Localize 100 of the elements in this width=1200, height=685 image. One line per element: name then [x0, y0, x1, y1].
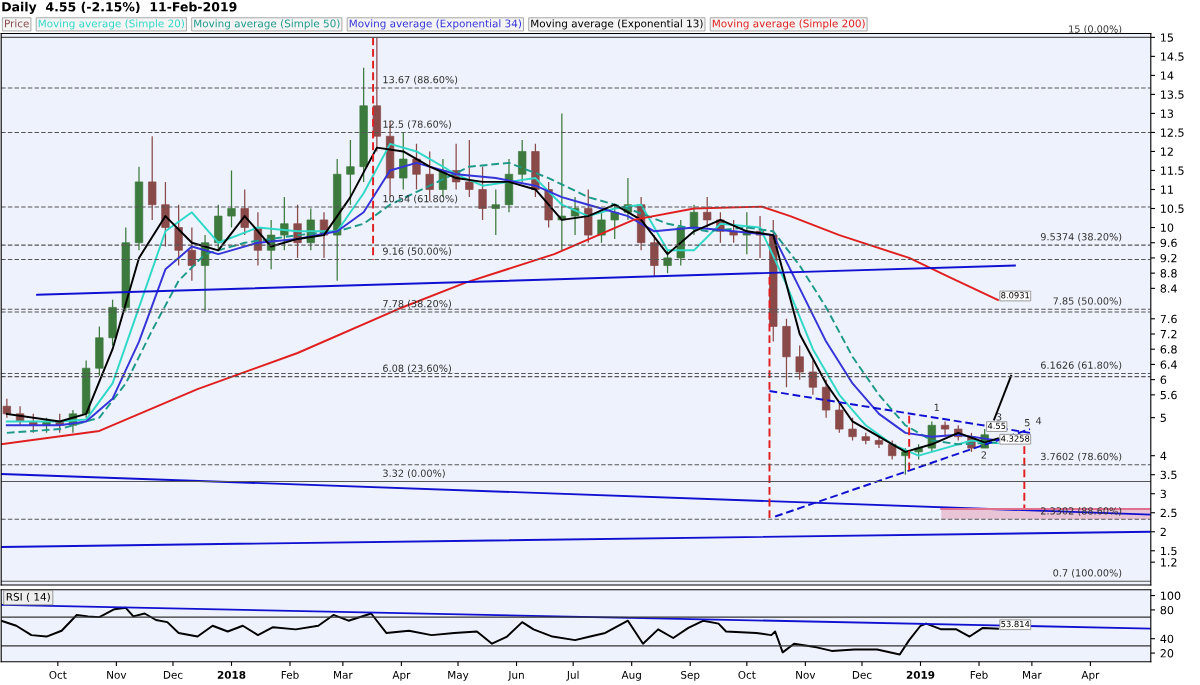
y-tick-label: 8.4: [1160, 284, 1177, 293]
candlestick: [95, 325, 104, 377]
y-tick-label: 7.6: [1160, 314, 1177, 324]
candlestick: [597, 211, 606, 244]
annotation: 2: [981, 451, 987, 459]
y-tick-label: 20: [1160, 649, 1174, 658]
candlestick: [148, 135, 157, 221]
x-tick-label: 2018: [217, 670, 246, 679]
y-tick-label: 6.8: [1160, 345, 1177, 354]
x-tick-label: Dec: [852, 671, 872, 679]
ref-line-label: 3.7602 (78.60%): [1041, 452, 1122, 462]
y-tick-label: 100: [1161, 591, 1181, 600]
ref-line-label: 6.1626 (61.80%): [1040, 361, 1122, 370]
text: Moving average (Simple 50): [194, 19, 340, 30]
text: Price: [5, 19, 29, 28]
x-tick-label: Mar: [1023, 671, 1042, 679]
annotation: 1: [934, 403, 939, 411]
y-tick-label: 4: [1160, 451, 1167, 460]
y-tick-label: 14: [1161, 71, 1174, 80]
y-tick-label: 2.5: [1160, 508, 1177, 518]
candlestick: [795, 344, 804, 381]
x-tick-label: Aug: [621, 671, 641, 681]
candlestick: [399, 131, 408, 191]
y-tick-label: 3: [1160, 489, 1167, 499]
x-tick-label: Nov: [796, 671, 816, 679]
candlestick: [650, 234, 659, 278]
y-tick-label: 6.4: [1160, 360, 1177, 369]
y-tick-label: 5.6: [1160, 390, 1177, 400]
y-tick-label: 2: [1160, 527, 1166, 536]
y-tick-label: 9.2: [1160, 253, 1177, 263]
y-tick-label: 10.5: [1161, 204, 1184, 213]
y-tick-label: 9.6: [1160, 238, 1177, 248]
annotation: 13.67 (88.60%): [383, 75, 458, 85]
y-tick-label: 1.2: [1161, 558, 1177, 567]
annotation: 10.54 (61.80%): [383, 194, 458, 204]
candlestick: [663, 249, 672, 274]
text: Moving average (Simple 20): [38, 19, 184, 30]
y-tick-label: 15: [1161, 33, 1173, 42]
data-label: 8.0931: [1001, 292, 1030, 299]
y-tick-label: 3.5: [1160, 470, 1177, 480]
ref-line-label: 7.85 (50.00%): [1053, 297, 1122, 306]
candlestick: [703, 196, 712, 229]
candlestick: [848, 417, 857, 442]
y-tick-label: 1.5: [1161, 546, 1177, 556]
x-tick-label: Apr: [1081, 671, 1100, 681]
y-tick-label: 6: [1160, 375, 1167, 385]
y-tick-label: 14.5: [1161, 52, 1184, 61]
annotation: 7.78 (38.20%): [383, 299, 451, 309]
ref-line-label: 9.5374 (38.20%): [1040, 232, 1122, 242]
annotation: 6.08 (23.60%): [383, 364, 451, 374]
x-tick-label: Feb: [281, 670, 299, 679]
text: 4.55: [987, 422, 1006, 429]
annotation: 9.16 (50.00%): [383, 247, 451, 256]
annotation: 4: [1036, 417, 1042, 425]
text: Moving average (Exponential 13): [531, 19, 703, 30]
x-tick-label: Apr: [392, 671, 411, 681]
y-tick-label: 12: [1161, 147, 1173, 156]
annotation: 3.32 (0.00%): [383, 469, 445, 479]
x-tick-label: Dec: [163, 671, 183, 679]
y-tick-label: 12.5: [1161, 128, 1184, 137]
candlestick: [346, 139, 355, 206]
y-tick-label: 11: [1161, 185, 1173, 194]
x-tick-label: Jun: [507, 671, 524, 681]
candlestick: [835, 401, 844, 434]
x-tick-label: 2019: [906, 670, 935, 679]
chart-title: Daily 4.55 (-2.15%) 11-Feb-2019: [2, 1, 237, 15]
y-tick-label: 80: [1160, 605, 1174, 615]
data-label: 4.3258: [1001, 435, 1030, 442]
x-tick-label: Feb: [970, 670, 988, 679]
candlestick: [610, 204, 619, 240]
annotation: 5: [1024, 419, 1030, 427]
x-tick-label: Jul: [566, 670, 579, 681]
x-tick-label: Oct: [738, 670, 756, 679]
ref-line-label: 15 (0.00%): [1069, 25, 1122, 34]
text: Moving average (Simple 200): [712, 19, 865, 30]
candlestick: [465, 139, 474, 198]
y-tick-label: 11.5: [1161, 166, 1184, 175]
y-tick-label: 7.2: [1160, 329, 1177, 339]
y-tick-label: 8.8: [1160, 269, 1177, 278]
candlestick: [214, 204, 223, 251]
candlestick: [478, 166, 487, 221]
y-tick-label: 10: [1161, 223, 1174, 232]
annotation: 3: [996, 413, 1002, 421]
y-tick-label: 5: [1160, 413, 1166, 423]
candlestick: [227, 169, 236, 229]
x-tick-label: Nov: [107, 671, 127, 679]
y-tick-label: 13: [1161, 109, 1174, 118]
candlestick: [518, 139, 527, 183]
x-tick-label: May: [448, 671, 469, 681]
text: Moving average (Exponential 34): [349, 19, 522, 30]
x-tick-label: Sep: [681, 670, 700, 681]
x-tick-label: Oct: [49, 670, 67, 679]
y-tick-label: 40: [1160, 634, 1174, 644]
candlestick: [782, 318, 791, 388]
chart-title: RSI ( 14): [6, 592, 50, 602]
ref-line-label: 0.7 (100.00%): [1053, 569, 1122, 578]
data-label: 53.814: [1001, 620, 1030, 628]
x-tick-label: Mar: [334, 671, 353, 679]
candlestick: [359, 67, 368, 183]
y-tick-label: 13.5: [1161, 90, 1184, 99]
